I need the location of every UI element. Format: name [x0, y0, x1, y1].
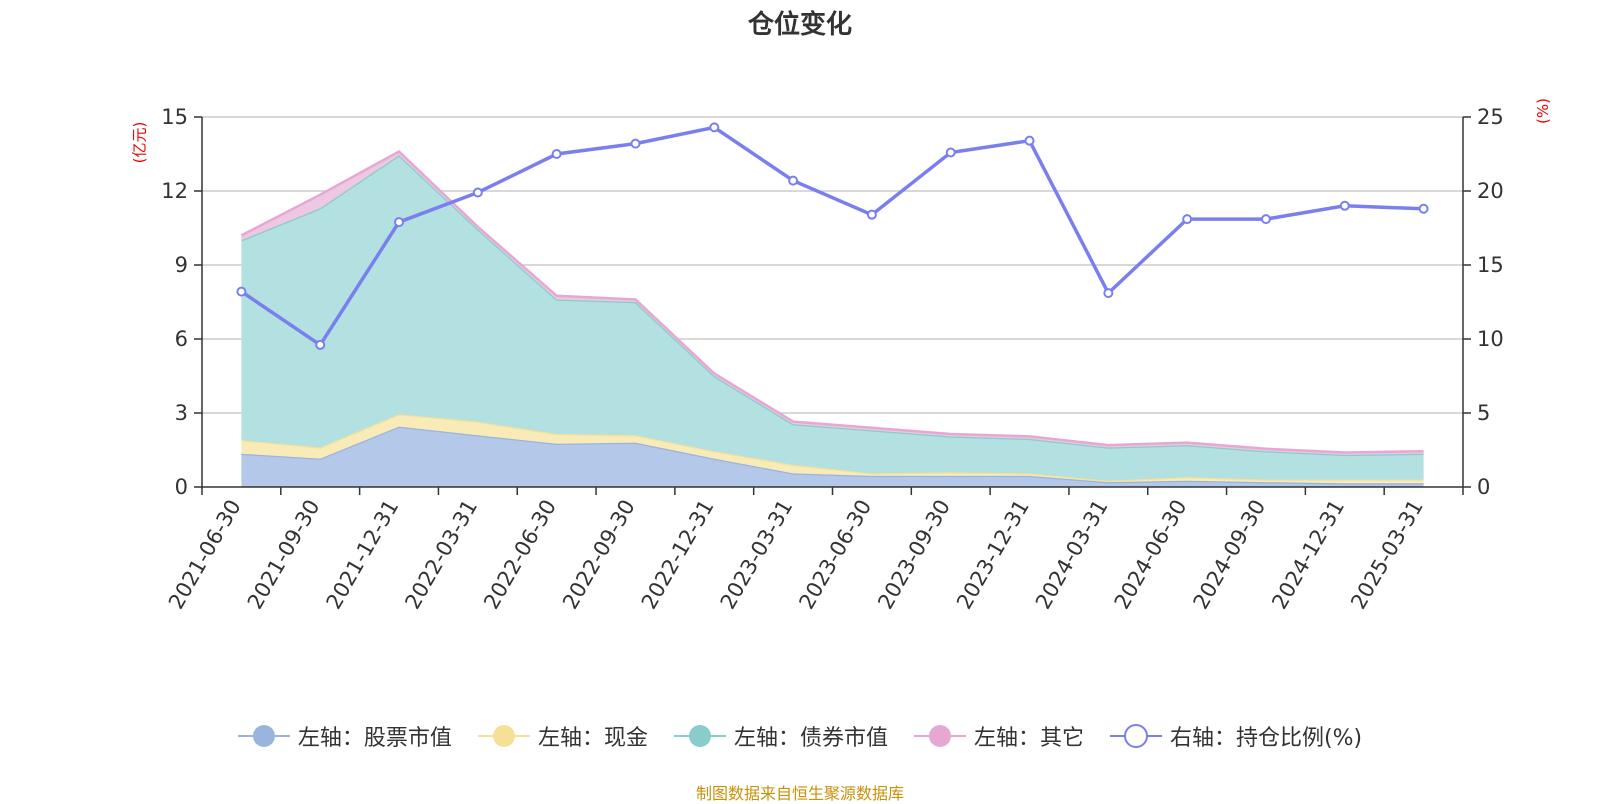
x-axis-tick-label: 2024-12-31: [1267, 496, 1349, 614]
left-axis-tick-label: 0: [175, 475, 188, 499]
line-右轴：持仓比例(%): [240, 125, 1424, 348]
left-axis-tick-label: 15: [161, 105, 188, 129]
x-axis-tick-label: 2025-03-31: [1346, 496, 1428, 614]
legend-label: 左轴：现金: [537, 726, 648, 751]
right-axis-tick-label: 5: [1477, 401, 1490, 425]
x-axis-tick-label: 2023-03-31: [716, 496, 798, 614]
legend-swatch: [673, 725, 726, 747]
x-axis-tick-label: 2023-06-30: [794, 496, 876, 614]
legend-swatch: [1109, 724, 1162, 748]
line-series-group: [236, 122, 1429, 350]
legend: 左轴：股票市值 左轴：现金 左轴：债券市值 左轴：其它 右轴：持仓比例(%): [0, 720, 1600, 752]
x-axis-tick-label: 2021-09-30: [243, 496, 325, 614]
legend-item[interactable]: 左轴：现金: [477, 720, 648, 752]
legend-swatch-marker: [688, 725, 711, 747]
data-point: [788, 175, 799, 186]
x-axis-tick-label: 2022-06-30: [479, 496, 561, 614]
data-point: [1260, 214, 1271, 225]
left-axis-tick-label: 3: [175, 401, 188, 425]
legend-label: 左轴：其它: [973, 726, 1084, 751]
x-axis-tick-label: 2021-12-31: [322, 496, 404, 614]
data-point: [630, 138, 641, 149]
area-edge-左轴：其它: [240, 149, 1424, 454]
legend-item[interactable]: 右轴：持仓比例(%): [1109, 720, 1363, 752]
data-point: [1024, 135, 1035, 146]
legend-label: 右轴：持仓比例(%): [1169, 726, 1363, 751]
left-axis-unit-label: (亿元): [130, 121, 149, 164]
data-point: [866, 209, 877, 220]
x-axis-tick-label: 2022-03-31: [400, 496, 482, 614]
right-axis-tick-label: 20: [1477, 179, 1504, 203]
area-左轴：债券市值: [241, 155, 1424, 481]
data-point: [315, 339, 326, 350]
right-axis-tick-label: 10: [1477, 327, 1504, 351]
data-point: [1182, 214, 1193, 225]
x-axis-tick-label: 2022-09-30: [558, 496, 640, 614]
data-point: [551, 149, 562, 159]
data-point: [1339, 200, 1350, 211]
legend-label: 左轴：债券市值: [733, 726, 888, 751]
legend-item[interactable]: 左轴：股票市值: [237, 720, 452, 752]
x-axis-tick-label: 2024-06-30: [1110, 496, 1192, 614]
chart-title: 仓位变化: [747, 10, 852, 40]
legend-label: 左轴：股票市值: [297, 726, 452, 751]
data-point: [1103, 288, 1114, 299]
right-axis-tick-label: 0: [1477, 475, 1490, 499]
right-axis-tick-label: 25: [1477, 105, 1504, 129]
data-point: [709, 122, 720, 133]
legend-swatch: [477, 725, 530, 747]
legend-item[interactable]: 左轴：其它: [913, 720, 1084, 752]
left-axis-tick-label: 12: [161, 179, 188, 203]
legend-swatch-marker: [492, 725, 515, 747]
area-series-group: [240, 149, 1424, 487]
legend-swatch-marker: [928, 725, 951, 747]
source-note: 制图数据来自恒生聚源数据库: [695, 784, 904, 803]
data-point: [1418, 203, 1429, 214]
data-point: [945, 147, 956, 158]
left-axis-tick-label: 6: [175, 327, 188, 351]
legend-item[interactable]: 左轴：债券市值: [673, 720, 888, 752]
data-point: [394, 217, 405, 228]
right-axis-tick-label: 15: [1477, 253, 1504, 277]
legend-swatch-marker: [1123, 724, 1148, 748]
x-axis-tick-label: 2023-12-31: [952, 496, 1034, 614]
x-axis-tick-label: 2022-12-31: [637, 496, 719, 614]
legend-swatch-marker: [252, 725, 275, 747]
x-axis-tick-label: 2024-03-31: [1031, 496, 1113, 614]
data-point: [472, 187, 483, 198]
data-point: [236, 286, 247, 297]
legend-swatch: [237, 725, 290, 747]
x-axis-tick-label: 2021-06-30: [164, 496, 246, 614]
right-axis-unit-label: (%): [1533, 98, 1552, 124]
x-axis-tick-label: 2023-09-30: [873, 496, 955, 614]
left-axis-tick-label: 9: [175, 253, 188, 277]
axes: [194, 116, 1471, 495]
legend-swatch: [913, 725, 966, 747]
x-axis-tick-label: 2024-09-30: [1188, 496, 1270, 614]
